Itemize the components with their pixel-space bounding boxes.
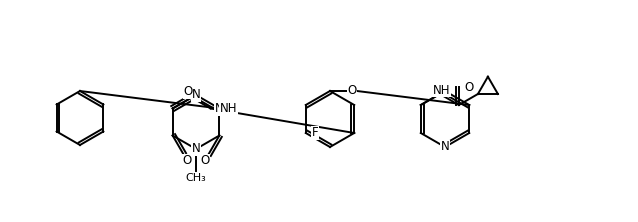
Text: O: O [464,81,473,94]
Text: O: O [182,154,192,167]
Text: CH₃: CH₃ [186,173,206,183]
Text: N: N [441,141,449,153]
Text: O: O [200,154,209,167]
Text: N: N [191,143,200,155]
Text: O: O [184,85,193,98]
Text: NH: NH [433,83,450,97]
Text: NH: NH [219,102,237,115]
Text: F: F [311,127,318,139]
Text: N: N [191,89,200,101]
Text: N: N [215,102,224,115]
Text: O: O [347,85,357,97]
